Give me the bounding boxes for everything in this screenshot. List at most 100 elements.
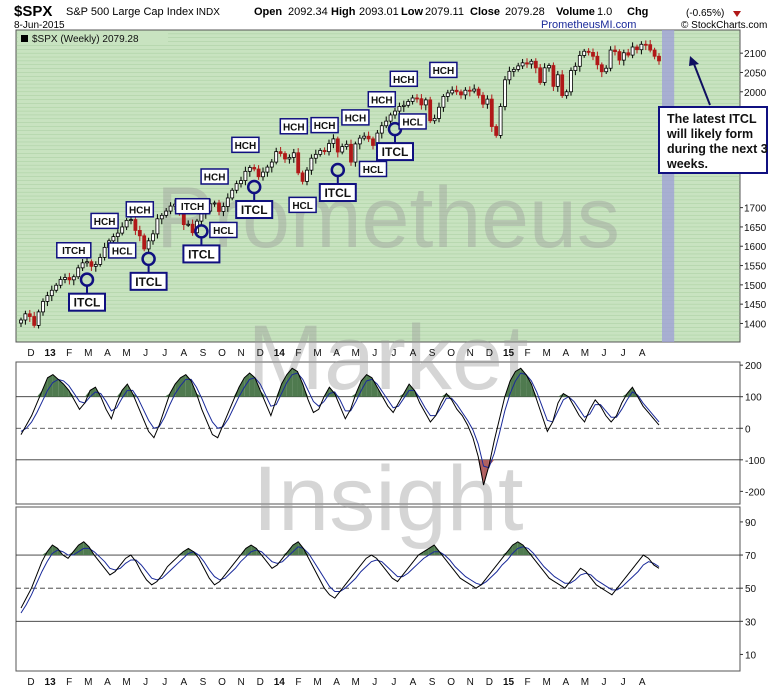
- low-value: 2079.11: [425, 6, 464, 18]
- x-axis-label: 14: [274, 348, 286, 359]
- osc2-fill: [303, 548, 309, 556]
- candle-body: [327, 143, 331, 153]
- open-label: Open: [254, 6, 282, 18]
- candle-body: [569, 70, 573, 93]
- osc1-tick-label: 200: [745, 361, 762, 372]
- osc1-fill: [350, 393, 356, 397]
- candle-body: [388, 114, 393, 122]
- candle-body: [630, 46, 635, 56]
- x-axis-label: 15: [503, 677, 515, 688]
- x-axis-label: J: [621, 348, 626, 359]
- cycle-label: HCL: [112, 246, 133, 257]
- x-axis-label: J: [143, 348, 148, 359]
- candle-body: [626, 52, 631, 56]
- osc1-tick-label: 0: [745, 424, 751, 435]
- osc1-main-line: [20, 367, 660, 486]
- x-axis-label: F: [66, 677, 72, 688]
- price-tick-label: 2000: [744, 88, 767, 99]
- x-axis-label: O: [218, 677, 226, 688]
- x-axis-label: J: [391, 348, 396, 359]
- candle-body: [217, 202, 221, 212]
- cycle-label: HCH: [433, 66, 455, 77]
- osc2-fill: [298, 541, 304, 556]
- itcl-label-box: [376, 142, 414, 162]
- x-axis-label: D: [257, 348, 264, 359]
- osc1-fill: [526, 374, 532, 397]
- osc1-fill: [122, 384, 128, 397]
- x-axis-label: M: [543, 677, 551, 688]
- x-axis-label: J: [162, 348, 167, 359]
- x-axis-label: M: [352, 677, 360, 688]
- osc2-tick-label: 70: [745, 551, 757, 562]
- x-axis-label: J: [602, 348, 607, 359]
- cycle-label-box: [310, 116, 339, 134]
- cycle-label: HCH: [371, 95, 393, 106]
- callout-arrowhead: [689, 56, 699, 66]
- candle-body: [151, 233, 155, 242]
- itcl-label-box: [129, 271, 168, 291]
- osc1-fill: [515, 368, 521, 397]
- osc2-fill: [517, 541, 524, 556]
- x-axis-label: N: [467, 677, 474, 688]
- site-link[interactable]: PrometheusMI.com: [541, 19, 636, 31]
- osc2-main-line: [20, 541, 660, 609]
- osc1-fill: [371, 377, 378, 397]
- candle-body: [445, 92, 450, 97]
- candle-body: [142, 235, 147, 250]
- candle-body: [335, 138, 340, 153]
- cycle-label-box: [398, 113, 427, 130]
- candle-body: [159, 214, 164, 220]
- candle-body: [155, 218, 160, 235]
- cycle-label-box: [107, 242, 137, 259]
- x-axis-label: J: [391, 677, 396, 688]
- candle-body: [234, 183, 239, 191]
- candle-body: [599, 64, 604, 73]
- candle-body: [423, 99, 428, 106]
- candle-body: [577, 55, 582, 67]
- candle-body: [639, 43, 644, 51]
- itcl-label: ITCL: [324, 186, 351, 200]
- osc1-fill: [185, 374, 192, 397]
- candle-body: [269, 161, 274, 168]
- chart-symbol: $SPX: [14, 3, 52, 20]
- osc1-fill: [446, 393, 452, 397]
- price-tick-label: 1550: [744, 262, 767, 273]
- close-value: 2079.28: [505, 6, 545, 18]
- cycle-label: HCH: [204, 172, 226, 183]
- x-axis-label: M: [122, 677, 130, 688]
- cycle-label: HCH: [345, 113, 367, 124]
- osc2-fill: [78, 541, 84, 556]
- osc2-fill: [47, 545, 53, 556]
- osc2-tick-label: 50: [745, 584, 757, 595]
- candle-body: [608, 49, 613, 69]
- x-axis-label: O: [447, 677, 455, 688]
- x-axis-label: J: [621, 677, 626, 688]
- x-axis-label: D: [27, 348, 34, 359]
- candle-body: [635, 46, 639, 51]
- x-axis-label: A: [104, 677, 111, 688]
- cycle-label: HCH: [129, 205, 151, 216]
- itcl-label: ITCL: [74, 296, 101, 310]
- osc1-tick-label: 100: [745, 393, 762, 404]
- candle-body: [357, 137, 362, 145]
- x-axis-label: M: [84, 348, 92, 359]
- x-axis-label: S: [429, 348, 436, 359]
- x-axis-label: J: [162, 677, 167, 688]
- candle-body: [362, 135, 367, 139]
- osc1-fill: [84, 390, 91, 397]
- chart-description: S&P 500 Large Cap Index: [66, 6, 194, 18]
- candle-body: [32, 316, 37, 326]
- osc2-layer: 90 70 50 30 10: [16, 518, 757, 661]
- candle-body: [296, 152, 301, 174]
- candle-body: [221, 206, 226, 212]
- candle-body: [586, 50, 591, 53]
- candle-body: [120, 226, 125, 234]
- osc1-fill: [286, 368, 293, 397]
- x-axis-label: A: [180, 677, 187, 688]
- candle-body: [256, 168, 261, 178]
- osc1-layer: 200 100 0 -100 -200: [16, 361, 765, 498]
- volume-value: 1.0: [597, 6, 612, 18]
- osc1-tick-label: -200: [745, 487, 765, 498]
- high-value: 2093.01: [359, 6, 399, 18]
- candle-body: [283, 153, 287, 160]
